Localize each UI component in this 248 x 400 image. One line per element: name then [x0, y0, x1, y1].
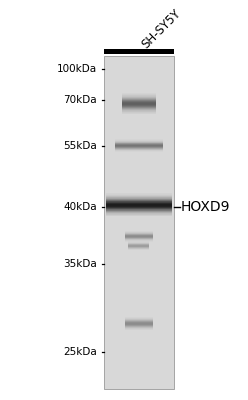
Bar: [106, 202, 172, 203]
Bar: [122, 111, 156, 112]
Text: 40kDa: 40kDa: [63, 202, 97, 212]
Bar: [106, 213, 172, 214]
Bar: [106, 197, 172, 198]
Text: 70kDa: 70kDa: [63, 95, 97, 105]
Bar: [106, 193, 172, 194]
Bar: [106, 211, 172, 212]
Text: 35kDa: 35kDa: [63, 259, 97, 269]
Bar: [106, 201, 172, 202]
Text: 55kDa: 55kDa: [63, 140, 97, 150]
Bar: [122, 99, 156, 100]
Bar: [122, 105, 156, 106]
Bar: [106, 206, 172, 207]
Bar: [122, 104, 156, 105]
Bar: [106, 195, 172, 196]
Bar: [106, 198, 172, 199]
Bar: [122, 94, 156, 95]
Bar: [106, 215, 172, 216]
Bar: [122, 113, 156, 114]
Bar: [104, 56, 174, 388]
Bar: [106, 210, 172, 211]
Bar: [106, 214, 172, 215]
Bar: [106, 208, 172, 209]
Bar: [122, 100, 156, 101]
Bar: [106, 212, 172, 213]
Bar: [122, 106, 156, 107]
Text: SH-SY5Y: SH-SY5Y: [140, 6, 184, 51]
Bar: [122, 93, 156, 94]
Bar: [106, 205, 172, 206]
Bar: [106, 204, 172, 205]
Bar: [106, 199, 172, 200]
Bar: [122, 97, 156, 98]
Bar: [122, 101, 156, 102]
Bar: [122, 95, 156, 96]
Bar: [106, 200, 172, 201]
Text: 25kDa: 25kDa: [63, 347, 97, 357]
Bar: [122, 112, 156, 113]
Bar: [122, 107, 156, 108]
Bar: [106, 203, 172, 204]
Bar: [122, 108, 156, 109]
Bar: [122, 102, 156, 103]
Text: HOXD9: HOXD9: [181, 200, 231, 214]
Bar: [106, 196, 172, 197]
Bar: [122, 98, 156, 99]
Bar: [106, 194, 172, 195]
Bar: [122, 103, 156, 104]
Bar: [122, 110, 156, 111]
Bar: [122, 109, 156, 110]
Bar: [104, 49, 174, 54]
Bar: [106, 207, 172, 208]
Bar: [106, 209, 172, 210]
Bar: [122, 96, 156, 97]
Text: 100kDa: 100kDa: [57, 64, 97, 74]
